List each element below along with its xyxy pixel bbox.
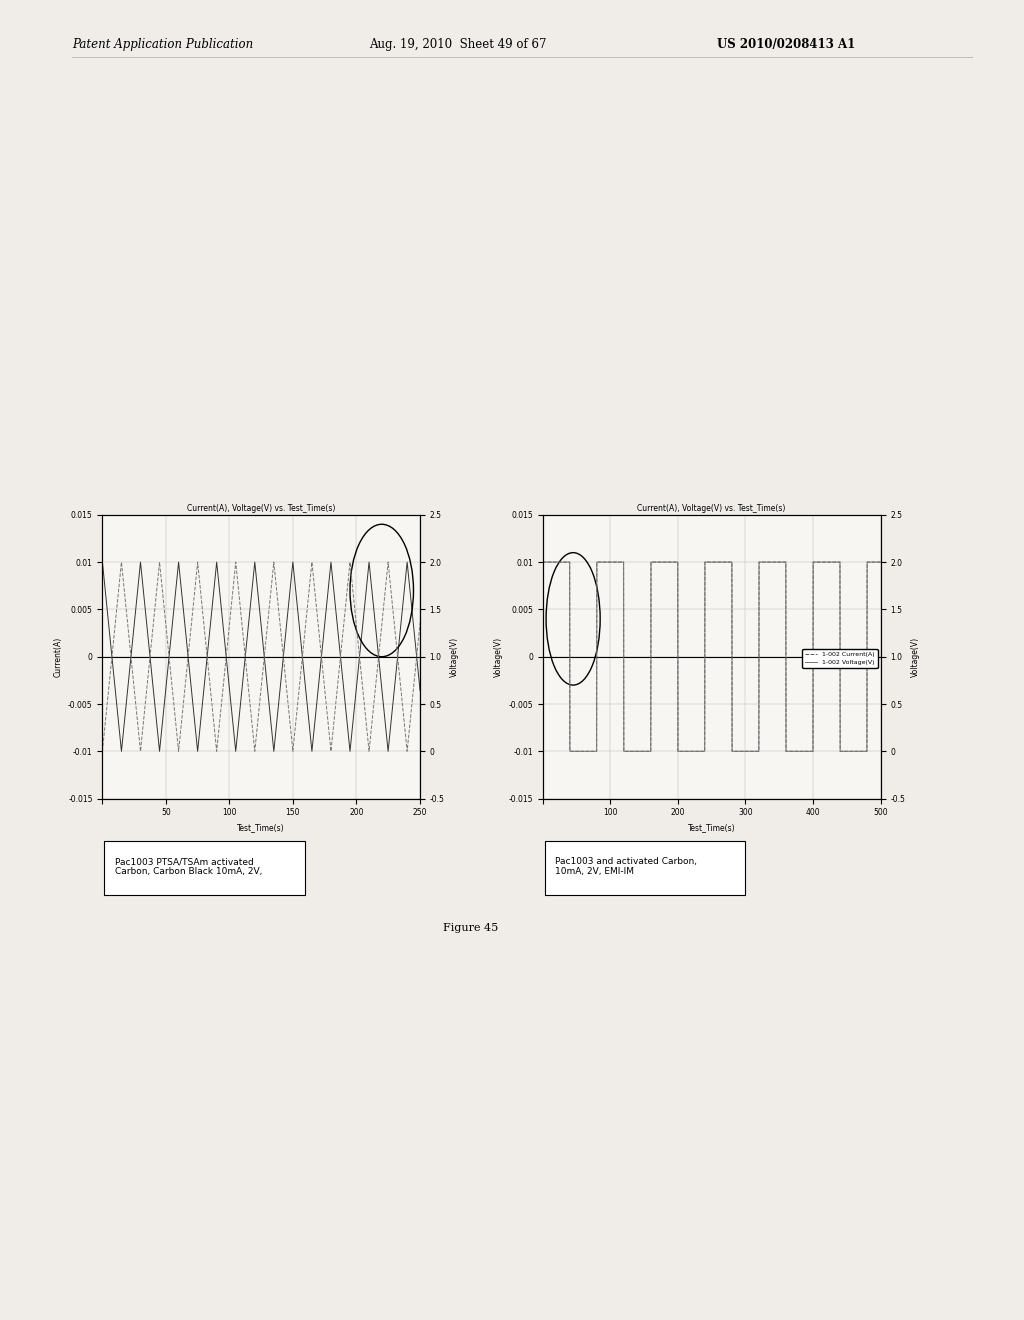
Y-axis label: Current(A): Current(A) — [53, 636, 62, 677]
Title: Current(A), Voltage(V) vs. Test_Time(s): Current(A), Voltage(V) vs. Test_Time(s) — [187, 504, 335, 512]
Text: Figure 45: Figure 45 — [443, 923, 499, 933]
Title: Current(A), Voltage(V) vs. Test_Time(s): Current(A), Voltage(V) vs. Test_Time(s) — [638, 504, 785, 512]
Text: US 2010/0208413 A1: US 2010/0208413 A1 — [717, 37, 855, 50]
Text: Aug. 19, 2010  Sheet 49 of 67: Aug. 19, 2010 Sheet 49 of 67 — [369, 37, 546, 50]
Y-axis label: Voltage(V): Voltage(V) — [450, 636, 459, 677]
Y-axis label: Voltage(V): Voltage(V) — [494, 636, 503, 677]
Legend: 1-002 Current(A), 1-002 Voltage(V): 1-002 Current(A), 1-002 Voltage(V) — [803, 649, 878, 668]
FancyBboxPatch shape — [545, 841, 745, 895]
X-axis label: Test_Time(s): Test_Time(s) — [688, 822, 735, 832]
X-axis label: Test_Time(s): Test_Time(s) — [238, 822, 285, 832]
Text: Patent Application Publication: Patent Application Publication — [72, 37, 253, 50]
Text: Pac1003 PTSA/TSAm activated
Carbon, Carbon Black 10mA, 2V,: Pac1003 PTSA/TSAm activated Carbon, Carb… — [115, 857, 262, 876]
FancyBboxPatch shape — [104, 841, 305, 895]
Y-axis label: Voltage(V): Voltage(V) — [910, 636, 920, 677]
Text: Pac1003 and activated Carbon,
10mA, 2V, EMI-IM: Pac1003 and activated Carbon, 10mA, 2V, … — [555, 857, 697, 876]
